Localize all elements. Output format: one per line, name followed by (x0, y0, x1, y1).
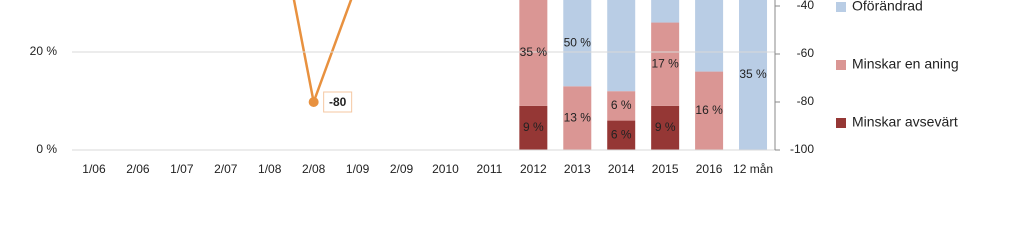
data-label: 50 % (564, 35, 592, 49)
y-tick-label: 0 % (36, 142, 57, 156)
x-tick-label: 1/07 (170, 162, 194, 176)
x-tick-label: 2/09 (390, 162, 414, 176)
bar-segment (519, 0, 548, 106)
y2-tick-label: -100 (790, 142, 814, 156)
bar-segment (651, 0, 680, 23)
line-marker (308, 97, 319, 107)
x-tick-label: 2015 (652, 162, 679, 176)
data-label: 6 % (611, 127, 632, 141)
data-label: 35 % (739, 67, 767, 81)
legend-swatch (836, 60, 846, 70)
x-tick-label: 1/08 (258, 162, 282, 176)
legend-swatch (836, 2, 846, 12)
x-tick-label: 1/06 (82, 162, 106, 176)
x-tick-label: 12 mån (733, 162, 773, 176)
data-label: 17 % (651, 56, 679, 70)
y2-tick-label: -80 (797, 94, 815, 108)
bar-segment (695, 71, 724, 150)
legend-swatch (836, 118, 846, 128)
legend-text: Oförändrad (852, 0, 923, 14)
data-label: -80 (329, 95, 347, 109)
data-label: 9 % (523, 120, 544, 134)
x-tick-label: 2014 (608, 162, 635, 176)
x-tick-label: 2012 (520, 162, 547, 176)
x-tick-label: 2/07 (214, 162, 238, 176)
x-tick-label: 2011 (477, 162, 503, 176)
bar-segment (563, 86, 592, 150)
x-tick-label: 2013 (564, 162, 591, 176)
data-label: 6 % (611, 98, 632, 112)
chart: 0 % 20 % -100 -80 -60 -40 9 % 6 % 9 % 35 % 13 % 6 %… (30, 0, 959, 176)
bar-segment (651, 22, 680, 106)
bar-segment (695, 0, 724, 72)
y-tick-label: 20 % (30, 44, 58, 58)
bar-segment (739, 0, 768, 150)
legend-text: Minskar en aning (852, 56, 959, 72)
bar-segment (519, 105, 548, 150)
legend-text: Minskar avsevärt (852, 114, 958, 130)
data-label: 35 % (520, 45, 548, 59)
bar-segment (563, 0, 592, 87)
y2-tick-label: -40 (797, 0, 815, 12)
x-tick-label: 2/08 (302, 162, 326, 176)
label-box (323, 91, 353, 113)
x-tick-label: 2016 (696, 162, 723, 176)
plot-area (292, 0, 768, 150)
data-label: 16 % (695, 103, 723, 117)
data-label: 13 % (564, 110, 592, 124)
bar-segment (607, 120, 636, 150)
x-tick-label: 2/06 (126, 162, 150, 176)
x-tick-label: 1/09 (346, 162, 370, 176)
bar-segment (651, 105, 680, 150)
data-label: 9 % (655, 120, 676, 134)
line (292, 0, 353, 107)
bar-segment (607, 91, 636, 121)
y2-tick-label: -60 (797, 46, 815, 60)
bar-segment (607, 0, 636, 92)
x-tick-label: 2010 (432, 162, 459, 176)
